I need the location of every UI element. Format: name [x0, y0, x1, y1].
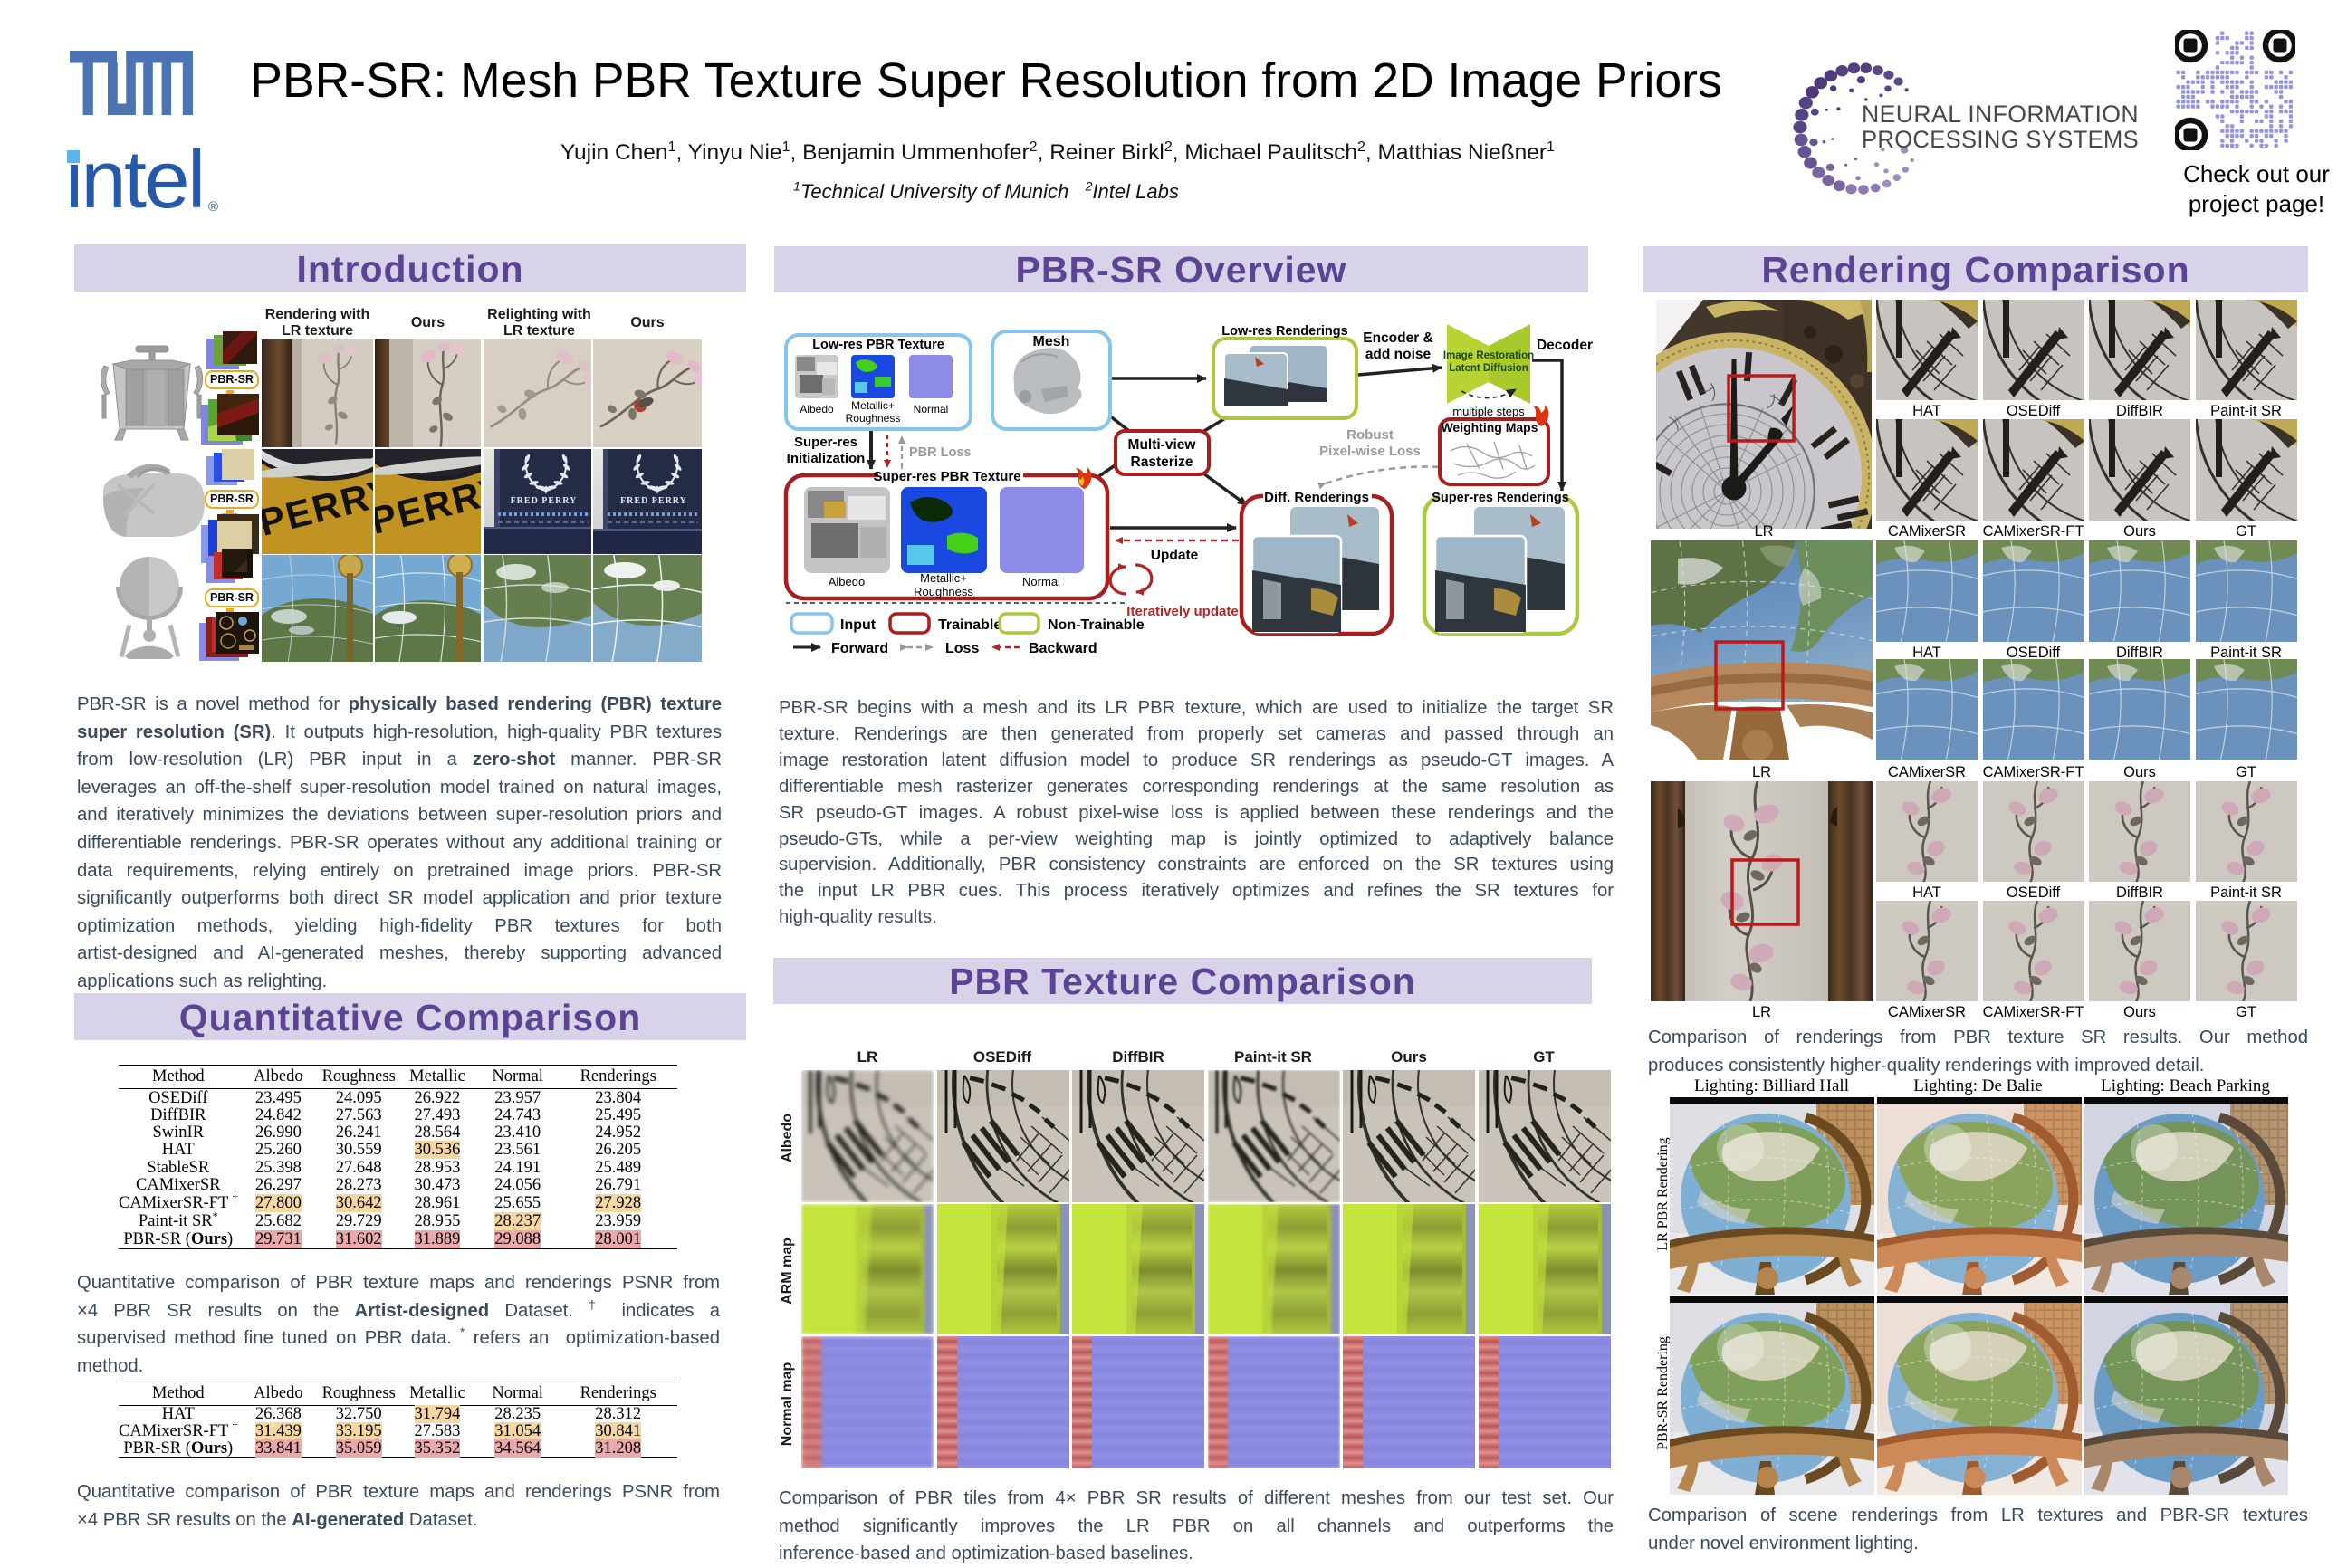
svg-text:Mesh: Mesh — [1033, 334, 1070, 349]
svg-text:NEURAL INFORMATION: NEURAL INFORMATION — [1862, 100, 2139, 128]
svg-text:Non-Trainable: Non-Trainable — [1048, 617, 1145, 633]
svg-text:Multi-view: Multi-view — [1128, 437, 1197, 453]
svg-text:Decoder: Decoder — [1537, 338, 1593, 353]
svg-text:PBR Loss: PBR Loss — [909, 445, 972, 460]
svg-text:Image Restoration: Image Restoration — [1443, 350, 1534, 361]
svg-text:Input: Input — [840, 617, 877, 633]
svg-text:Albedo: Albedo — [829, 575, 865, 588]
svg-text:Robust: Robust — [1346, 427, 1394, 443]
svg-text:Pixel-wise Loss: Pixel-wise Loss — [1319, 444, 1421, 459]
svg-text:Update: Update — [1151, 548, 1199, 563]
svg-text:Albedo: Albedo — [800, 403, 834, 416]
svg-text:Trainable: Trainable — [938, 617, 1001, 633]
svg-text:Metallic+: Metallic+ — [920, 571, 967, 585]
svg-text:Super-res PBR Texture: Super-res PBR Texture — [873, 469, 1020, 484]
svg-text:Backward: Backward — [1029, 641, 1097, 656]
svg-text:Roughness: Roughness — [846, 412, 901, 425]
svg-text:Latent Diffusion: Latent Diffusion — [1449, 363, 1528, 374]
svg-text:add noise: add noise — [1365, 347, 1432, 362]
svg-text:PROCESSING SYSTEMS: PROCESSING SYSTEMS — [1862, 126, 2139, 153]
svg-text:Initialization: Initialization — [787, 451, 866, 466]
svg-text:Super-res Renderings: Super-res Renderings — [1432, 491, 1569, 505]
svg-text:multiple steps: multiple steps — [1452, 405, 1525, 418]
svg-text:Weighting Maps: Weighting Maps — [1441, 420, 1538, 435]
svg-text:Low-res PBR Texture: Low-res PBR Texture — [812, 338, 944, 352]
svg-text:Super-res: Super-res — [794, 435, 857, 450]
svg-text:Iteratively update: Iteratively update — [1126, 604, 1238, 619]
svg-text:Metallic+: Metallic+ — [851, 399, 895, 412]
svg-text:Forward: Forward — [831, 641, 888, 656]
svg-text:Low-res Renderings: Low-res Renderings — [1221, 324, 1347, 339]
svg-text:Diff. Renderings: Diff. Renderings — [1264, 490, 1369, 505]
svg-text:Normal: Normal — [1022, 575, 1060, 588]
svg-text:Loss: Loss — [945, 641, 979, 656]
svg-text:Normal: Normal — [914, 403, 949, 416]
svg-text:Rasterize: Rasterize — [1131, 454, 1193, 470]
svg-text:Roughness: Roughness — [914, 585, 973, 598]
svg-text:Encoder &: Encoder & — [1363, 330, 1433, 346]
